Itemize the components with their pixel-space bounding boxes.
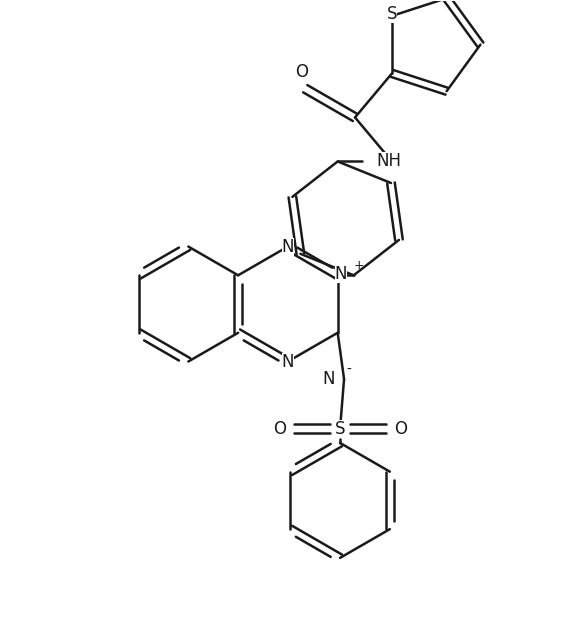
Text: NH: NH	[376, 152, 401, 170]
Text: N: N	[282, 237, 294, 255]
Text: N: N	[282, 353, 294, 371]
Text: O: O	[273, 420, 286, 438]
Text: S: S	[387, 5, 397, 23]
Text: N: N	[335, 265, 348, 283]
Text: O: O	[395, 420, 407, 438]
Text: O: O	[295, 63, 308, 81]
Text: -: -	[346, 362, 351, 376]
Text: +: +	[353, 259, 364, 272]
Text: N: N	[322, 370, 335, 388]
Text: S: S	[335, 420, 345, 438]
